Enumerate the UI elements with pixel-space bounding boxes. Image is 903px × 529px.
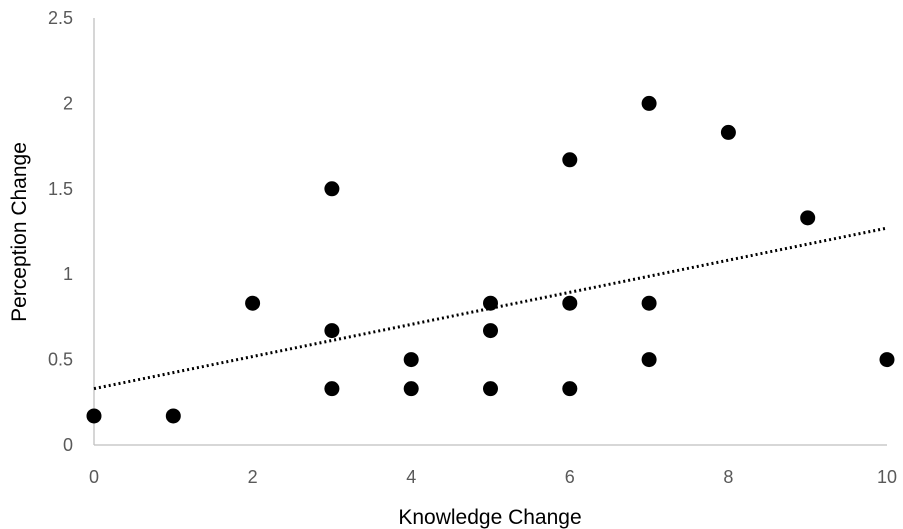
data-points (86, 95, 895, 424)
x-tick-label: 6 (565, 467, 575, 487)
y-tick-label: 0 (63, 435, 73, 455)
data-point (324, 381, 340, 397)
x-tick-label: 10 (877, 467, 897, 487)
data-point (562, 152, 578, 168)
y-axis-title: Perception Change (8, 142, 31, 322)
data-point (165, 408, 181, 424)
data-point (245, 295, 261, 311)
data-point (483, 381, 498, 397)
data-point (403, 352, 419, 368)
data-point (562, 295, 578, 311)
data-point (800, 210, 816, 226)
data-point (403, 381, 419, 397)
y-tick-label: 2 (63, 93, 73, 113)
data-point (641, 352, 657, 368)
data-point (720, 124, 736, 140)
data-point (879, 352, 895, 368)
x-axis-title: Knowledge Change (398, 506, 581, 529)
data-point (562, 381, 578, 397)
x-tick-label: 8 (723, 467, 733, 487)
data-point (324, 323, 340, 339)
data-point (86, 408, 102, 424)
tick-labels: 0 2 4 6 8 10 0 0.5 1 1.5 2 2.5 (48, 8, 897, 487)
y-tick-label: 1.5 (48, 179, 73, 199)
x-tick-label: 2 (248, 467, 258, 487)
data-point (641, 295, 657, 311)
x-tick-label: 0 (89, 467, 99, 487)
data-point (641, 95, 657, 111)
data-point (324, 181, 340, 197)
y-tick-label: 1 (63, 264, 73, 284)
axes (93, 18, 887, 446)
data-point (483, 323, 498, 339)
data-point (483, 295, 498, 311)
y-tick-label: 0.5 (48, 350, 73, 370)
y-tick-label: 2.5 (48, 8, 73, 28)
x-tick-label: 4 (406, 467, 416, 487)
